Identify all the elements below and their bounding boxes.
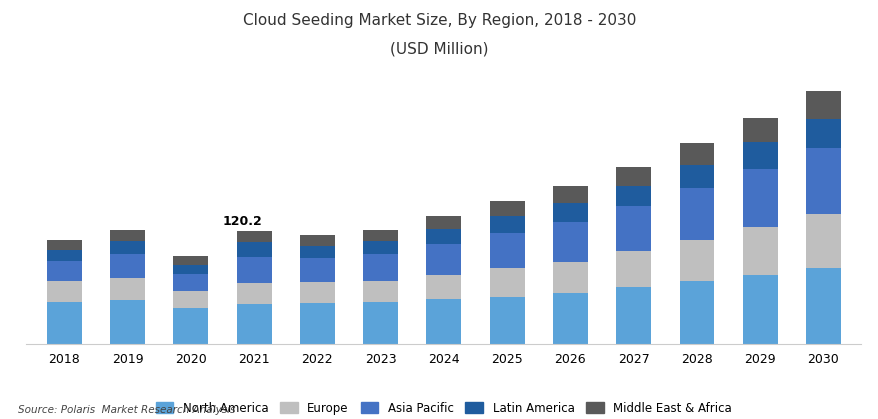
Bar: [615, 251, 651, 287]
Bar: [47, 240, 82, 249]
Bar: [236, 231, 271, 242]
Bar: [363, 241, 398, 254]
Bar: [742, 118, 777, 142]
Bar: [236, 304, 271, 344]
Bar: [299, 282, 335, 303]
Bar: [742, 168, 777, 227]
Text: 120.2: 120.2: [222, 215, 262, 228]
Bar: [173, 264, 208, 274]
Bar: [363, 230, 398, 241]
Bar: [236, 242, 271, 257]
Bar: [426, 244, 461, 275]
Bar: [805, 91, 840, 119]
Bar: [489, 201, 524, 216]
Bar: [679, 143, 714, 165]
Bar: [615, 287, 651, 344]
Bar: [489, 268, 524, 297]
Bar: [426, 275, 461, 299]
Bar: [489, 216, 524, 233]
Bar: [110, 241, 145, 254]
Bar: [805, 268, 840, 344]
Bar: [173, 291, 208, 308]
Bar: [363, 254, 398, 281]
Bar: [173, 274, 208, 291]
Bar: [805, 214, 840, 268]
Bar: [299, 303, 335, 344]
Bar: [742, 142, 777, 168]
Bar: [552, 293, 587, 344]
Bar: [236, 283, 271, 304]
Bar: [552, 186, 587, 203]
Bar: [110, 300, 145, 344]
Bar: [110, 278, 145, 300]
Bar: [615, 186, 651, 206]
Bar: [299, 246, 335, 258]
Bar: [679, 282, 714, 344]
Bar: [299, 235, 335, 246]
Text: (USD Million): (USD Million): [390, 42, 488, 57]
Bar: [47, 302, 82, 344]
Bar: [805, 148, 840, 214]
Bar: [615, 167, 651, 186]
Bar: [110, 230, 145, 241]
Bar: [363, 281, 398, 302]
Bar: [236, 257, 271, 283]
Text: Source: Polaris  Market Research Analysis: Source: Polaris Market Research Analysis: [18, 405, 234, 415]
Bar: [426, 229, 461, 244]
Bar: [47, 282, 82, 302]
Bar: [552, 203, 587, 222]
Bar: [299, 258, 335, 282]
Bar: [426, 299, 461, 344]
Bar: [173, 308, 208, 344]
Bar: [47, 249, 82, 261]
Bar: [679, 240, 714, 282]
Bar: [173, 256, 208, 264]
Bar: [615, 206, 651, 251]
Text: Cloud Seeding Market Size, By Region, 2018 - 2030: Cloud Seeding Market Size, By Region, 20…: [242, 13, 636, 28]
Bar: [805, 119, 840, 148]
Legend: North America, Europe, Asia Pacific, Latin America, Middle East & Africa: North America, Europe, Asia Pacific, Lat…: [151, 397, 736, 419]
Bar: [679, 165, 714, 189]
Bar: [742, 275, 777, 344]
Bar: [110, 254, 145, 278]
Bar: [489, 297, 524, 344]
Bar: [552, 222, 587, 262]
Bar: [679, 189, 714, 240]
Bar: [426, 216, 461, 229]
Bar: [742, 227, 777, 275]
Bar: [552, 262, 587, 293]
Bar: [47, 261, 82, 282]
Bar: [363, 302, 398, 344]
Bar: [489, 233, 524, 268]
